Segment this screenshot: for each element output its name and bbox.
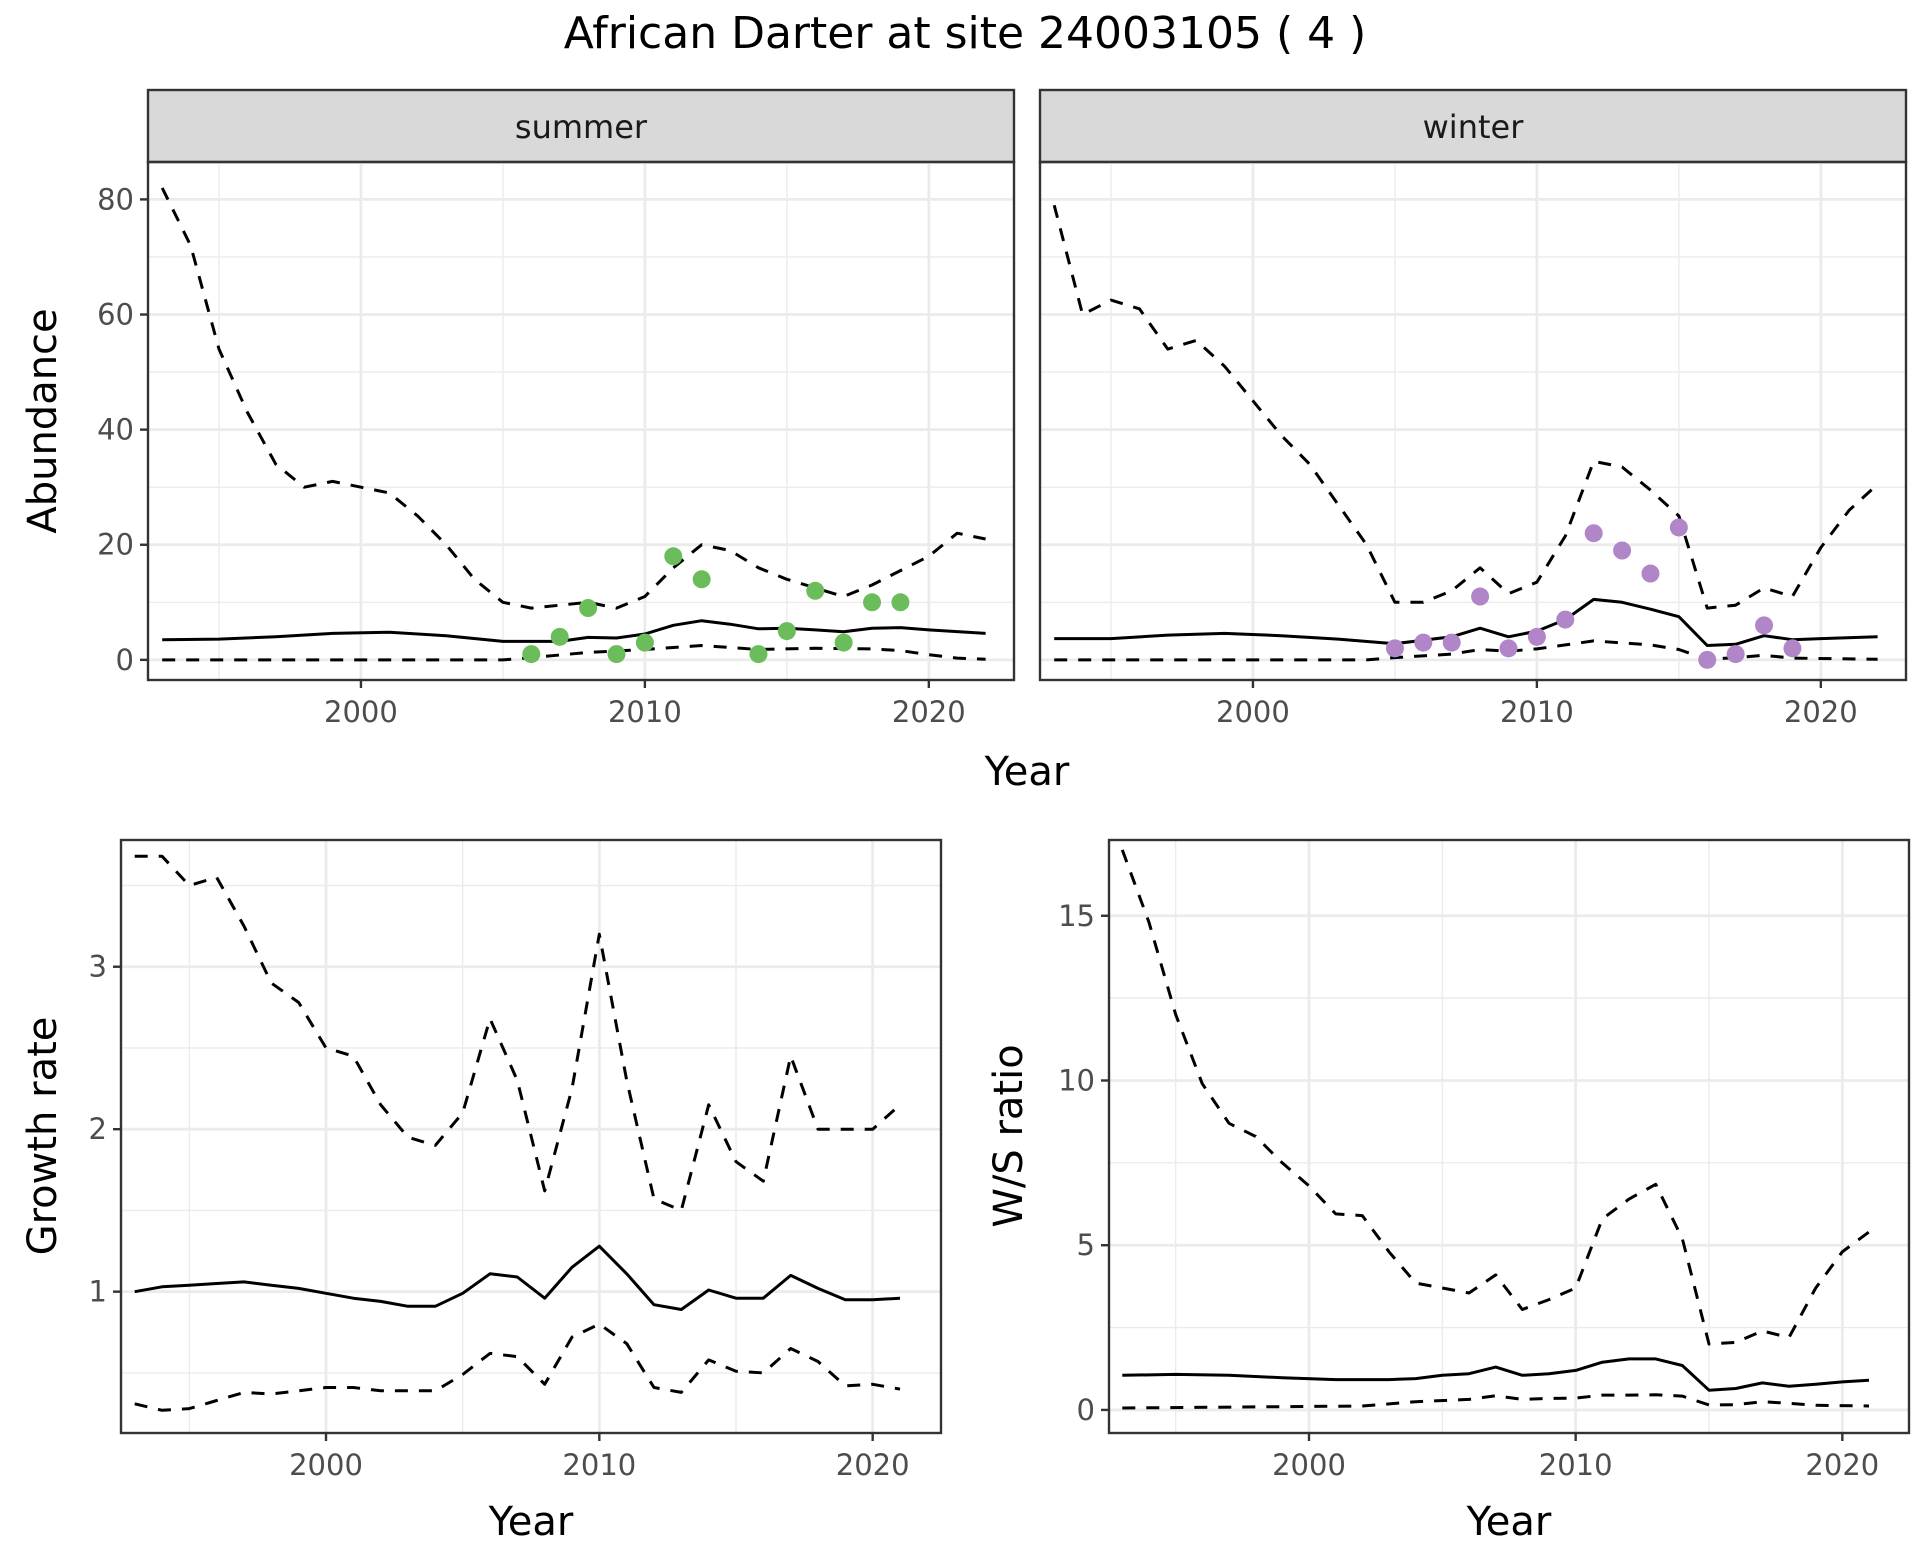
observed-count-point bbox=[1755, 616, 1774, 635]
observed-count-point bbox=[692, 570, 711, 589]
observed-count-point bbox=[550, 627, 569, 646]
median-line bbox=[134, 1244, 901, 1311]
panel-border bbox=[119, 838, 943, 1435]
observed-count-point bbox=[1641, 564, 1660, 583]
abundance-x-axis-title: Year bbox=[984, 749, 1070, 795]
growth-y-axis-title: Growth rate bbox=[20, 1017, 66, 1256]
axes: 2000 2010 2020 0 20 40 60 80 bbox=[97, 182, 966, 729]
x-tick-label: 2010 bbox=[1500, 695, 1574, 729]
axes: 2000 2010 2020 bbox=[1216, 680, 1858, 729]
observed-count-point bbox=[607, 645, 626, 664]
series-layer bbox=[1120, 849, 1870, 1410]
upper-bound-line bbox=[1120, 849, 1870, 1346]
y-tick-label: 5 bbox=[1077, 1228, 1095, 1262]
observed-count-point bbox=[806, 581, 825, 600]
facet-label-winter: winter bbox=[1423, 108, 1525, 146]
observed-count-point bbox=[749, 645, 768, 664]
observed-count-point bbox=[1669, 518, 1688, 537]
x-tick-label: 2000 bbox=[1272, 1448, 1346, 1482]
observed-count-point bbox=[579, 599, 598, 618]
x-tick-label: 2000 bbox=[289, 1448, 363, 1482]
x-tick-label: 2010 bbox=[562, 1448, 636, 1482]
series-layer bbox=[1052, 204, 1879, 669]
observed-count-point bbox=[664, 547, 683, 566]
upper-bound-line bbox=[160, 187, 986, 610]
upper-bound-line bbox=[1052, 204, 1879, 610]
figure-title: African Darter at site 24003105 ( 4 ) bbox=[564, 8, 1367, 59]
y-tick-label: 3 bbox=[89, 950, 107, 984]
facet-strip-winter bbox=[1038, 88, 1908, 164]
observed-count-point bbox=[1584, 524, 1603, 543]
y-tick-label: 1 bbox=[89, 1275, 107, 1309]
y-tick-label: 80 bbox=[97, 182, 134, 216]
observed-count-point bbox=[1698, 650, 1717, 669]
panel-growth-rate: 2000 2010 2020 1 2 3 bbox=[89, 838, 943, 1482]
panel-border bbox=[146, 160, 1016, 682]
y-tick-label: 15 bbox=[1058, 899, 1095, 933]
observed-count-point bbox=[1556, 610, 1575, 629]
y-tick-label: 2 bbox=[89, 1112, 107, 1146]
facet-strip-summer bbox=[146, 88, 1016, 164]
lower-bound-line bbox=[1054, 639, 1878, 662]
panel-border bbox=[1038, 160, 1908, 682]
y-tick-label: 10 bbox=[1058, 1063, 1095, 1097]
x-tick-label: 2000 bbox=[1216, 695, 1290, 729]
facet-label-summer: summer bbox=[515, 108, 648, 146]
panel-abundance-summer: summer 2000 2010 2020 0 20 40 60 80 bbox=[97, 88, 1016, 729]
median-line bbox=[162, 619, 986, 643]
observed-count-point bbox=[1414, 633, 1433, 652]
y-tick-label: 40 bbox=[97, 413, 134, 447]
observed-count-point bbox=[863, 593, 882, 612]
axes: 2000 2010 2020 1 2 3 bbox=[89, 950, 910, 1482]
gridlines bbox=[1109, 840, 1909, 1433]
series-layer bbox=[160, 187, 986, 664]
observed-count-point bbox=[777, 622, 796, 641]
x-tick-label: 2020 bbox=[1784, 695, 1858, 729]
observed-count-point bbox=[1442, 633, 1461, 652]
median-line bbox=[1054, 597, 1878, 647]
x-tick-label: 2010 bbox=[1539, 1448, 1613, 1482]
observed-count-point bbox=[1783, 639, 1802, 658]
ws-x-axis-title: Year bbox=[1466, 1499, 1552, 1545]
observed-count-point bbox=[1527, 627, 1546, 646]
observed-count-point bbox=[1613, 541, 1632, 560]
y-tick-label: 0 bbox=[116, 643, 134, 677]
panel-abundance-winter: winter 2000 2010 2020 bbox=[1038, 88, 1908, 729]
observed-count-point bbox=[891, 593, 910, 612]
observed-count-point bbox=[1726, 645, 1745, 664]
x-tick-label: 2010 bbox=[608, 695, 682, 729]
series-layer bbox=[134, 854, 901, 1412]
panel-border bbox=[1107, 838, 1911, 1435]
x-tick-label: 2020 bbox=[1805, 1448, 1879, 1482]
axes: 2000 2010 2020 0 5 10 15 bbox=[1058, 899, 1879, 1482]
panel-ws-ratio: 2000 2010 2020 0 5 10 15 bbox=[1058, 838, 1911, 1482]
ws-y-axis-title: W/S ratio bbox=[986, 1044, 1032, 1227]
x-tick-label: 2000 bbox=[324, 695, 398, 729]
observed-count-point bbox=[522, 645, 541, 664]
y-tick-label: 0 bbox=[1077, 1393, 1095, 1427]
x-tick-label: 2020 bbox=[892, 695, 966, 729]
x-tick-label: 2020 bbox=[836, 1448, 910, 1482]
gridlines bbox=[121, 840, 941, 1433]
observed-count-point bbox=[1471, 587, 1490, 606]
growth-x-axis-title: Year bbox=[488, 1499, 574, 1545]
y-tick-label: 60 bbox=[97, 298, 134, 332]
observed-count-point bbox=[1499, 639, 1518, 658]
observed-count-point bbox=[1385, 639, 1404, 658]
upper-bound-line bbox=[134, 854, 901, 1212]
observed-count-point bbox=[834, 633, 853, 652]
median-line bbox=[1122, 1357, 1870, 1392]
y-tick-label: 20 bbox=[97, 528, 134, 562]
lower-bound-line bbox=[1122, 1393, 1870, 1410]
observed-count-point bbox=[635, 633, 654, 652]
abundance-y-axis-title: Abundance bbox=[20, 308, 66, 533]
lower-bound-line bbox=[134, 1322, 901, 1412]
